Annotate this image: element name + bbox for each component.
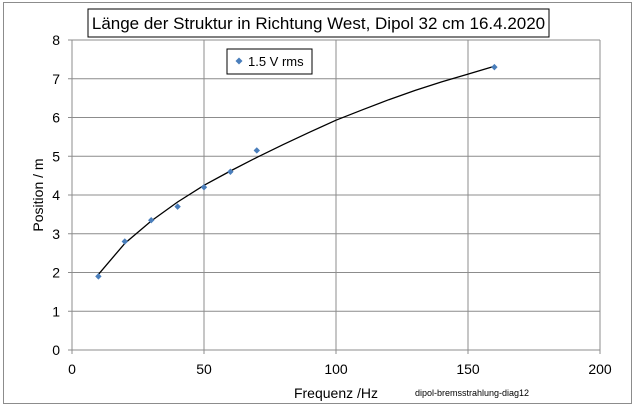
data-point — [121, 238, 128, 245]
trendline-layer — [97, 65, 495, 275]
legend-label: 1.5 V rms — [248, 54, 304, 69]
y-tick-label: 2 — [52, 265, 60, 281]
data-point — [95, 273, 102, 280]
x-tick-label: 200 — [588, 361, 612, 377]
data-point — [174, 203, 181, 210]
y-tick-label: 3 — [52, 226, 60, 242]
data-point — [227, 168, 234, 175]
grid-layer — [71, 39, 601, 351]
x-tick-label: 100 — [324, 361, 348, 377]
legend-marker-diamond-icon — [235, 57, 243, 65]
legend: 1.5 V rms — [226, 48, 313, 75]
chart-frame — [3, 2, 632, 404]
y-tick-label: 4 — [52, 187, 60, 203]
data-point — [253, 147, 260, 154]
x-tick-label: 150 — [456, 361, 480, 377]
data-point — [200, 184, 208, 191]
y-tick-label: 1 — [52, 303, 60, 319]
y-tick-label: 6 — [52, 110, 60, 126]
chart-title: Länge der Struktur in Richtung West, Dip… — [92, 14, 545, 33]
axis-layer: 0 1 2 3 4 5 6 7 8 0 50 100 150 200 — [52, 32, 612, 377]
data-point — [148, 216, 155, 224]
y-tick-label: 8 — [52, 32, 60, 48]
data-point — [491, 63, 498, 71]
x-axis-label: Frequenz /Hz — [294, 385, 378, 401]
y-tick-label: 7 — [52, 71, 60, 87]
x-tick-label: 50 — [196, 361, 212, 377]
x-tick-label: 0 — [68, 361, 76, 377]
y-tick-label: 0 — [52, 342, 60, 358]
data-point-layer — [95, 63, 498, 280]
y-tick-label: 5 — [52, 148, 60, 164]
diagram-id-note: dipol-bremsstrahlung-diag12 — [415, 388, 529, 398]
chart-title-box: Länge der Struktur in Richtung West, Dip… — [87, 8, 550, 38]
y-axis-label: Position / m — [30, 158, 46, 231]
trendline — [97, 65, 495, 275]
